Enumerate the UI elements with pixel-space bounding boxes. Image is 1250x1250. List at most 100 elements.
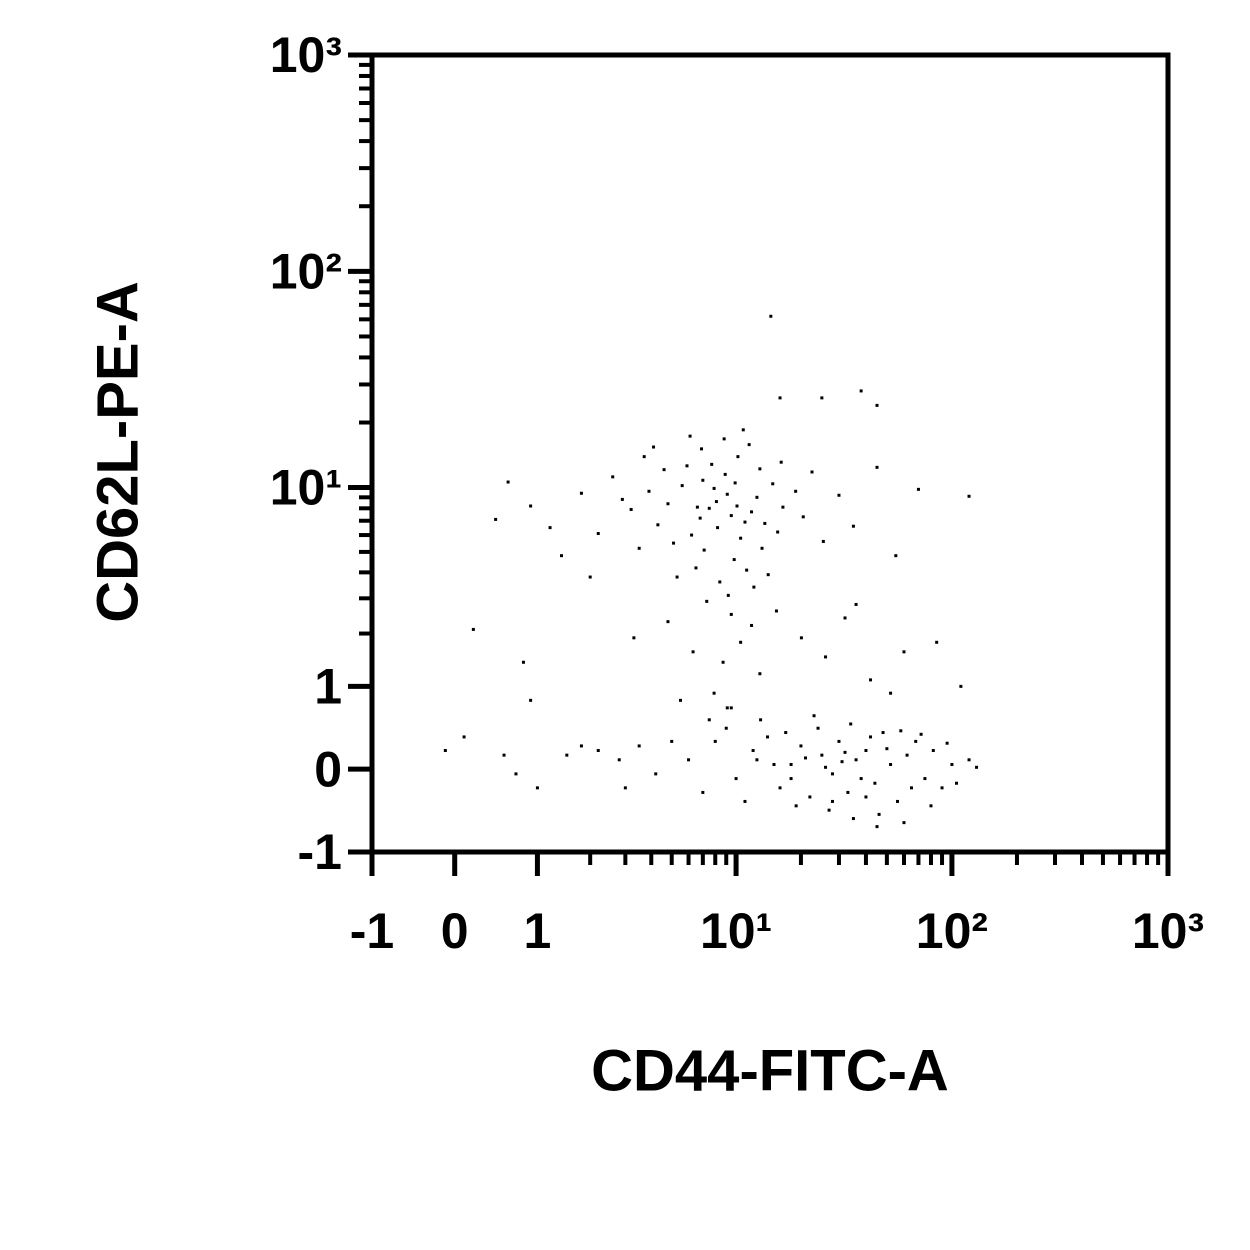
data-point	[690, 533, 694, 537]
data-point	[718, 580, 722, 584]
data-point	[864, 795, 868, 799]
y-tick-label: 10³	[270, 27, 342, 83]
data-point	[471, 627, 475, 631]
data-point	[617, 758, 621, 762]
data-point	[869, 735, 873, 739]
data-point	[899, 729, 903, 733]
data-point	[535, 786, 539, 790]
x-tick-label: 10³	[1132, 903, 1204, 959]
data-point	[789, 777, 793, 781]
data-point	[935, 640, 939, 644]
data-point	[830, 772, 834, 776]
data-point	[959, 684, 963, 688]
data-point	[864, 749, 868, 753]
data-point	[875, 465, 879, 469]
data-point	[794, 804, 798, 808]
data-point	[804, 756, 808, 760]
data-point	[763, 521, 767, 525]
data-point	[670, 739, 674, 743]
data-point	[849, 722, 853, 726]
data-point	[954, 781, 958, 785]
data-point	[700, 447, 704, 451]
data-point	[837, 739, 841, 743]
data-point	[799, 744, 803, 748]
data-point	[889, 691, 893, 695]
data-point	[875, 825, 879, 829]
data-point	[824, 655, 828, 659]
y-tick-label: -1	[298, 824, 342, 880]
data-point	[919, 732, 923, 736]
data-point	[716, 526, 720, 530]
data-point	[889, 762, 893, 766]
data-point	[707, 718, 711, 722]
data-point	[843, 616, 847, 620]
data-point	[772, 762, 776, 766]
data-point	[702, 548, 706, 552]
data-point	[916, 487, 920, 491]
data-point	[679, 698, 683, 702]
data-point	[810, 470, 814, 474]
data-point	[929, 804, 933, 808]
data-point	[873, 781, 877, 785]
data-point	[560, 554, 564, 558]
data-point	[851, 817, 855, 821]
data-point	[755, 495, 759, 499]
data-point	[579, 744, 583, 748]
data-point	[967, 494, 971, 498]
data-point	[902, 650, 906, 654]
data-point	[877, 812, 881, 816]
data-point	[705, 599, 709, 603]
data-point	[579, 491, 583, 495]
data-point	[778, 786, 782, 790]
data-point	[821, 539, 825, 543]
y-tick-label: 1	[314, 659, 342, 715]
data-point	[623, 786, 627, 790]
y-tick-label: 10¹	[270, 460, 342, 516]
data-point	[629, 507, 633, 511]
data-point	[712, 486, 716, 490]
data-point	[691, 650, 695, 654]
data-point	[824, 765, 828, 769]
data-point	[723, 472, 727, 476]
x-tick-label: 1	[524, 903, 552, 959]
data-point	[654, 772, 658, 776]
data-point	[662, 468, 666, 472]
data-point	[840, 760, 844, 764]
data-point	[734, 777, 738, 781]
data-point	[750, 623, 754, 627]
data-point	[642, 455, 646, 459]
data-point	[565, 753, 569, 757]
data-point	[721, 660, 725, 664]
data-point	[859, 389, 863, 393]
data-point	[462, 735, 466, 739]
data-point	[846, 790, 850, 794]
data-point	[751, 749, 755, 753]
data-point	[755, 758, 759, 762]
data-point	[514, 772, 518, 776]
data-point	[694, 566, 698, 570]
data-point	[732, 558, 736, 562]
data-point	[647, 489, 651, 493]
data-point	[680, 484, 684, 488]
data-point	[739, 640, 743, 644]
data-point	[443, 749, 447, 753]
data-point	[894, 554, 898, 558]
data-point	[843, 750, 847, 754]
data-point	[859, 777, 863, 781]
data-point	[869, 678, 873, 682]
data-point	[769, 314, 773, 318]
data-point	[750, 510, 754, 514]
data-point	[923, 777, 927, 781]
data-point	[729, 514, 733, 518]
data-point	[914, 739, 918, 743]
data-point	[975, 765, 979, 769]
data-point	[725, 492, 729, 496]
data-point	[881, 731, 885, 735]
data-point	[794, 489, 798, 493]
data-point	[830, 799, 834, 803]
data-point	[896, 799, 900, 803]
data-point	[801, 515, 805, 519]
data-point	[656, 523, 660, 527]
x-tick-label: 10²	[916, 903, 988, 959]
